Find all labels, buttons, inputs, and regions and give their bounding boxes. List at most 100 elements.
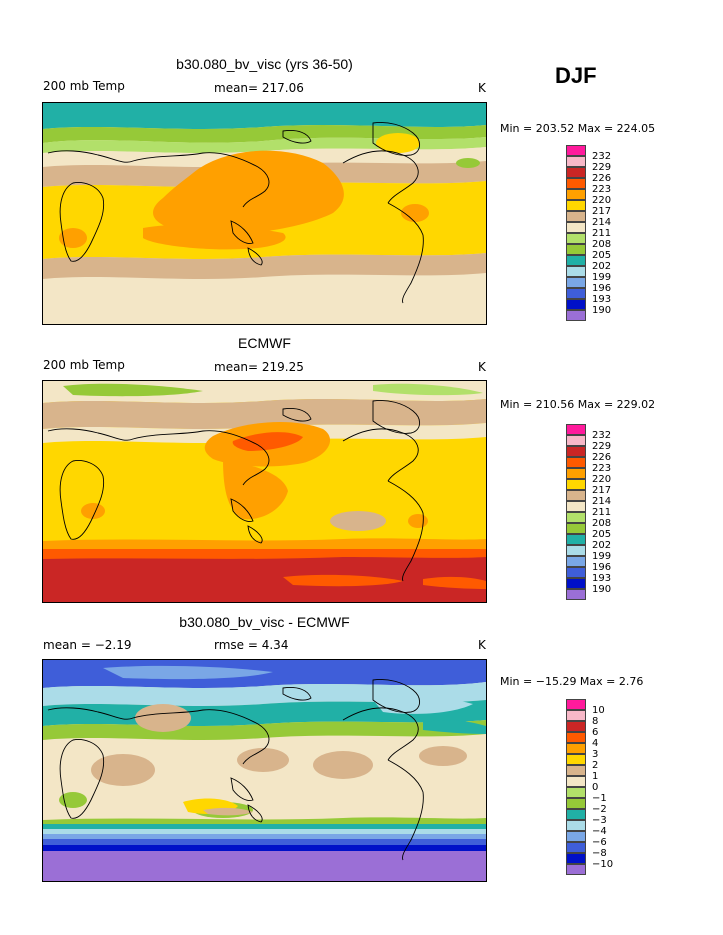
panel3-legend: 10 8 6 4 3 2 1 0 −1 −2 −3 −4 −6 −8 −10: [566, 699, 656, 875]
panel3-legend-swatch: [566, 721, 586, 732]
panel2-minmax: Min = 210.56 Max = 229.02: [500, 398, 656, 411]
panel3-legend-swatch: [566, 798, 586, 809]
panel1-unit-label: K: [478, 81, 486, 95]
panel1-legend-label: 205: [592, 250, 612, 261]
panel2-legend-swatch: [566, 435, 586, 446]
panel3-legend-label: −2: [592, 804, 607, 815]
panel2-legend-swatch: [566, 424, 586, 435]
panel2-legend-swatch: [566, 567, 586, 578]
panel1-legend-swatch: [566, 189, 586, 200]
panel2-legend-label: 190: [592, 584, 612, 595]
panel2-legend-swatch: [566, 512, 586, 523]
panel3-legend-label: −6: [592, 837, 607, 848]
panel1-legend-label: 223: [592, 184, 612, 195]
panel2-legend-swatch: [566, 578, 586, 589]
panel1-field-label: 200 mb Temp: [43, 79, 125, 93]
panel1-legend-swatch: [566, 200, 586, 211]
panel3-unit-label: K: [478, 638, 486, 652]
panel2-unit-label: K: [478, 360, 486, 374]
panel3-legend-swatch: [566, 853, 586, 864]
panel3-legend-label: 10: [592, 705, 605, 716]
panel2-legend-label: 202: [592, 540, 612, 551]
panel2-legend-label: 226: [592, 452, 612, 463]
panel1-map: [42, 102, 487, 325]
panel2-legend-swatch: [566, 490, 586, 501]
panel3-legend-label: −3: [592, 815, 607, 826]
panel1-legend-label: 214: [592, 217, 612, 228]
panel2-legend-label: 199: [592, 551, 612, 562]
panel1-legend-label: 229: [592, 162, 612, 173]
panel3-map: [42, 659, 487, 882]
panel1-legend-label: 226: [592, 173, 612, 184]
panel2-legend-swatch: [566, 457, 586, 468]
panel3-legend-label: 1: [592, 771, 599, 782]
panel3-map-svg: [43, 660, 486, 881]
panel1-map-svg: [43, 103, 486, 324]
panel2-title: ECMWF: [238, 335, 291, 351]
panel1-legend-swatch: [566, 222, 586, 233]
panel1-legend-label: 211: [592, 228, 612, 239]
panel2-legend-label: 193: [592, 573, 612, 584]
panel2-legend-label: 232: [592, 430, 612, 441]
panel3-legend-swatch: [566, 831, 586, 842]
panel3-legend-label: 4: [592, 738, 599, 749]
panel2-legend-label: 196: [592, 562, 612, 573]
panel1-legend-swatch: [566, 156, 586, 167]
panel1-legend-swatch: [566, 244, 586, 255]
panel1-legend-label: 232: [592, 151, 612, 162]
panel1-legend-swatch: [566, 178, 586, 189]
panel1-legend-swatch: [566, 299, 586, 310]
panel1-legend-label: 190: [592, 305, 612, 316]
panel1-legend-label: 199: [592, 272, 612, 283]
panel2-field-label: 200 mb Temp: [43, 358, 125, 372]
panel2-legend-swatch: [566, 545, 586, 556]
panel1-legend-label: 202: [592, 261, 612, 272]
panel3-legend-swatch: [566, 732, 586, 743]
panel3-legend-label: −8: [592, 848, 607, 859]
panel3-rmse-label: rmse = 4.34: [214, 638, 289, 652]
panel3-legend-label: −4: [592, 826, 607, 837]
panel1-legend-swatch: [566, 233, 586, 244]
panel2-map-svg: [43, 381, 486, 602]
panel3-legend-swatch: [566, 820, 586, 831]
panel1-legend-swatch: [566, 288, 586, 299]
panel3-legend-swatch: [566, 809, 586, 820]
panel3-legend-label: 6: [592, 727, 599, 738]
panel3-legend-swatch: [566, 842, 586, 853]
panel2-legend-label: 217: [592, 485, 612, 496]
panel3-legend-swatch: [566, 765, 586, 776]
panel3-legend-label: −1: [592, 793, 607, 804]
panel2-legend-swatch: [566, 446, 586, 457]
panel2-legend-swatch: [566, 523, 586, 534]
panel2-legend-label: 208: [592, 518, 612, 529]
panel2-legend: 232 229 226 223 220 217 214 211 208 205 …: [566, 424, 656, 600]
panel3-legend-swatch: [566, 864, 586, 875]
panel3-legend-label: 3: [592, 749, 599, 760]
panel3-legend-swatch: [566, 710, 586, 721]
panel3-minmax: Min = −15.29 Max = 2.76: [500, 675, 644, 688]
panel2-legend-swatch: [566, 556, 586, 567]
panel1-legend-swatch: [566, 266, 586, 277]
panel2-map: [42, 380, 487, 603]
panel3-legend-swatch: [566, 699, 586, 710]
panel2-legend-label: 205: [592, 529, 612, 540]
panel2-legend-swatch: [566, 468, 586, 479]
panel3-legend-label: 0: [592, 782, 599, 793]
panel2-legend-swatch: [566, 501, 586, 512]
panel3-legend-label: 8: [592, 716, 599, 727]
panel1-legend-swatch: [566, 167, 586, 178]
panel1-legend-swatch: [566, 211, 586, 222]
panel2-mean-label: mean= 219.25: [214, 360, 304, 374]
panel3-mean-label: mean = −2.19: [43, 638, 132, 652]
panel1-legend-label: 208: [592, 239, 612, 250]
panel3-legend-swatch: [566, 787, 586, 798]
panel1-legend-swatch: [566, 145, 586, 156]
panel3-title: b30.080_bv_visc - ECMWF: [179, 614, 350, 630]
panel2-legend-label: 211: [592, 507, 612, 518]
panel2-legend-swatch: [566, 534, 586, 545]
panel1-legend-label: 193: [592, 294, 612, 305]
panel1-title: b30.080_bv_visc (yrs 36-50): [176, 56, 353, 72]
panel1-legend-label: 196: [592, 283, 612, 294]
panel2-legend-label: 220: [592, 474, 612, 485]
panel1-legend-swatch: [566, 310, 586, 321]
